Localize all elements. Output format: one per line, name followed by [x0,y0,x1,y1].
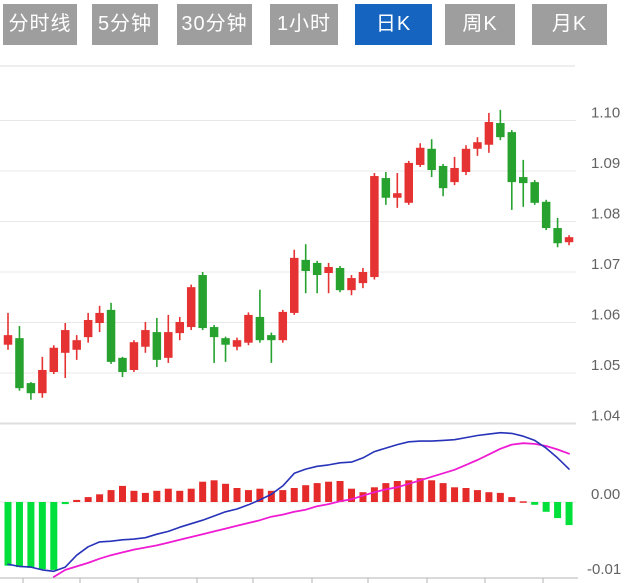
macd-histogram [4,478,573,570]
candlestick-series [3,109,574,400]
price-gridlines [0,65,576,425]
tab-30min[interactable]: 30分钟 [177,4,252,45]
period-tab-bar: 分时线 5分钟 30分钟 1小时 日K 周K 月K [0,0,639,50]
svg-text:0.00: 0.00 [591,486,620,503]
tab-weekly-k[interactable]: 周K [445,4,515,45]
tab-1hour[interactable]: 1小时 [270,4,338,45]
x-axis [0,577,578,583]
tab-daily-k[interactable]: 日K [355,4,432,45]
dea-line [52,442,570,578]
tab-monthly-k[interactable]: 月K [532,4,607,45]
tab-timeline[interactable]: 分时线 [3,4,77,45]
svg-text:1.10: 1.10 [591,104,620,121]
svg-text:1.04: 1.04 [591,407,620,424]
svg-text:1.06: 1.06 [591,306,620,323]
svg-text:1.07: 1.07 [591,256,620,273]
price-axis-labels: 1.10 1.09 1.08 1.07 1.06 1.05 1.04 [591,104,620,424]
svg-text:1.09: 1.09 [591,155,620,172]
tab-5min[interactable]: 5分钟 [92,4,158,45]
svg-text:-0.01: -0.01 [587,561,621,578]
dif-line [7,431,570,573]
svg-text:1.08: 1.08 [591,205,620,222]
macd-axis-labels: 0.00 -0.01 [587,486,621,578]
svg-text:1.05: 1.05 [591,357,620,374]
